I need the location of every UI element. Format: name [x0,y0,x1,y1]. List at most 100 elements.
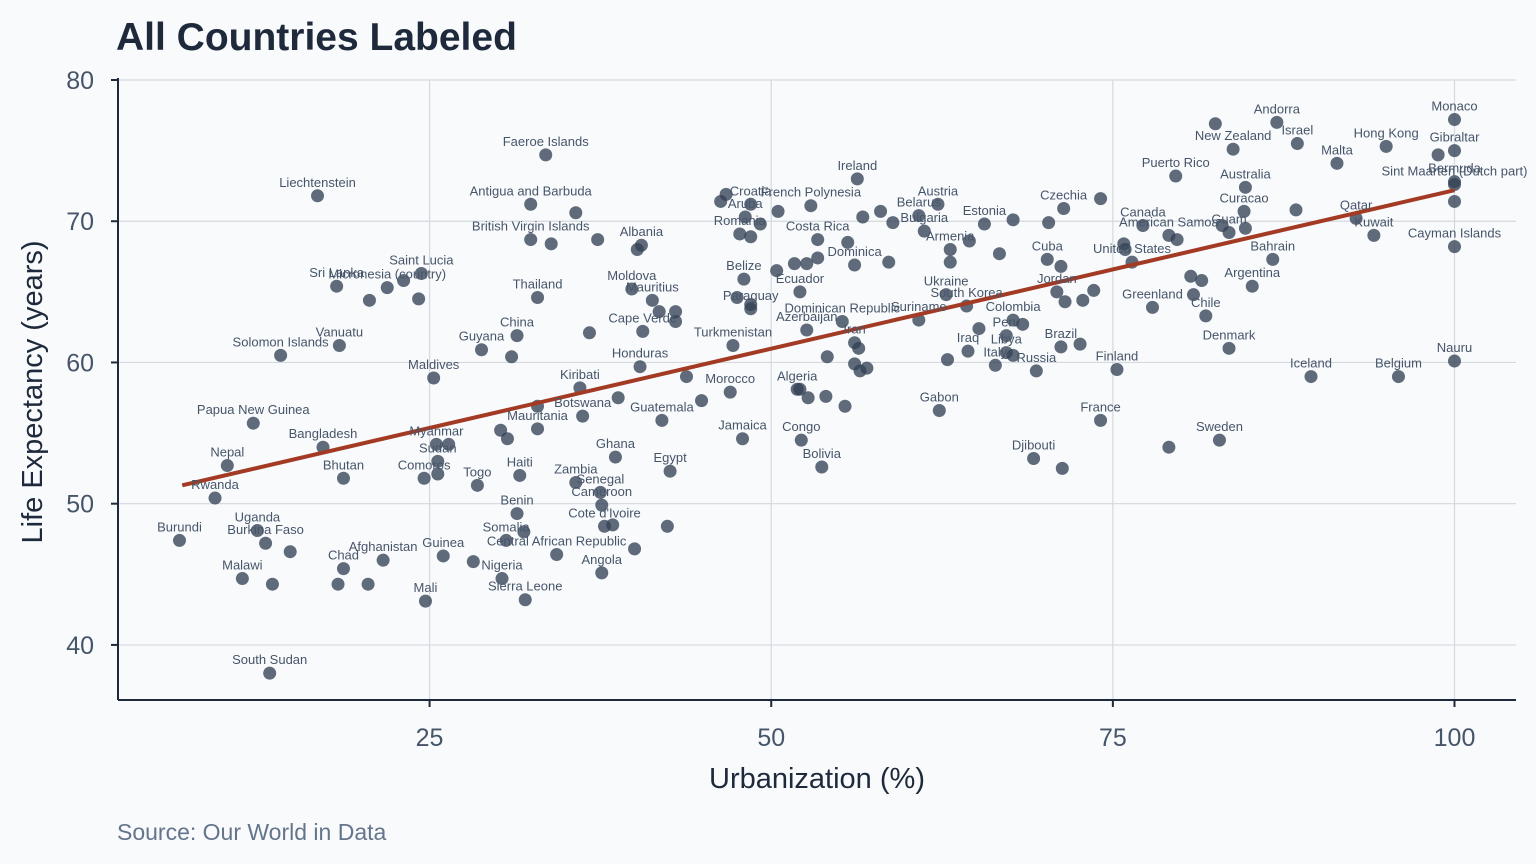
point-label: Bahrain [1250,238,1295,253]
data-point [625,282,639,296]
point-label: Australia [1220,166,1271,181]
point-label: Haiti [507,454,533,469]
point-label: Monaco [1431,99,1477,114]
point-label: Mali [414,580,438,595]
data-point [733,227,747,241]
data-point [336,562,350,576]
point-label: Chad [328,548,359,563]
data-point [1050,285,1064,299]
point-label: Jamaica [718,418,767,433]
data-point [1266,252,1280,266]
point-label: Cuba [1032,238,1064,253]
data-point [336,471,350,485]
point-label: Nigeria [481,558,523,573]
data-point [412,292,426,306]
x-tick-label: 50 [757,724,785,752]
data-point [1110,363,1124,377]
data-point [753,217,767,231]
y-tick-label: 80 [66,67,94,95]
point-label: Curacao [1219,190,1268,205]
point-label: Kuwait [1354,214,1393,229]
point-label: Gibraltar [1430,130,1481,145]
data-point [220,459,234,473]
data-point [550,548,564,562]
data-point [362,293,376,307]
point-label: Liechtenstein [279,175,356,190]
data-point [1448,113,1462,127]
data-point [856,210,870,224]
point-label: Somalia [483,519,531,534]
point-label: Algeria [777,368,818,383]
data-point [513,468,527,482]
data-point [730,290,744,304]
trend-line [181,188,1455,488]
point-label: Central African Republic [487,534,627,549]
data-point [274,348,288,362]
point-label: Cape Verde [608,310,677,325]
data-point [1431,148,1445,162]
data-point [841,235,855,249]
y-tick-label: 70 [66,208,94,236]
data-point [524,197,538,211]
point-label: Dominican Republic [784,301,900,316]
data-point [988,358,1002,372]
point-label: China [500,315,535,330]
data-point [1170,233,1184,247]
point-label: Mauritius [626,279,679,294]
point-label: Myanmar [409,423,464,438]
data-point [331,577,345,591]
data-point [246,416,260,430]
data-point [738,210,752,224]
data-point [505,350,519,364]
data-point [1237,204,1251,218]
data-point [466,555,480,569]
point-label: United States [1093,241,1172,256]
data-point [941,353,955,367]
point-label: Burkina Faso [227,522,304,537]
data-point [939,288,953,302]
data-point [544,237,558,251]
point-label: France [1080,399,1120,414]
data-point [1040,252,1054,266]
point-label: Colombia [986,299,1042,314]
y-axis-title: Life Expectancy (years) [17,240,49,543]
point-label: Solomon Islands [233,334,330,349]
point-label: Honduras [612,346,669,361]
point-label: American Samoa [1119,214,1219,229]
data-point [510,507,524,521]
data-point [917,224,931,238]
point-label: Togo [463,464,491,479]
x-tick-label: 25 [416,724,444,752]
data-point [835,315,849,329]
data-point [442,437,456,451]
point-label: Gabon [920,389,959,404]
data-point [1029,364,1043,378]
data-point [311,189,325,203]
point-label: Libya [991,332,1023,347]
data-point [655,413,669,427]
point-label: Nepal [210,445,244,460]
point-label: Canada [1120,204,1166,219]
point-label: Maldives [408,357,460,372]
point-label: Sudan [419,440,457,455]
data-point [838,399,852,413]
data-point [172,533,186,547]
point-label: Sierra Leone [488,579,562,594]
data-point [1094,413,1108,427]
data-point [1448,178,1462,192]
data-point [1448,240,1462,254]
point-label: Dominica [827,244,882,259]
data-point [636,324,650,338]
point-label: Belize [726,258,761,273]
data-point [961,344,975,358]
data-point [999,329,1013,343]
data-point [852,341,866,355]
point-label: Bermuda [1428,161,1482,176]
data-point [569,206,583,220]
data-point [429,437,443,451]
point-label: Vanuatu [316,325,363,340]
data-point [912,209,926,223]
data-point [1226,142,1240,156]
data-point [804,199,818,213]
point-label: Antigua and Barbuda [470,183,593,198]
